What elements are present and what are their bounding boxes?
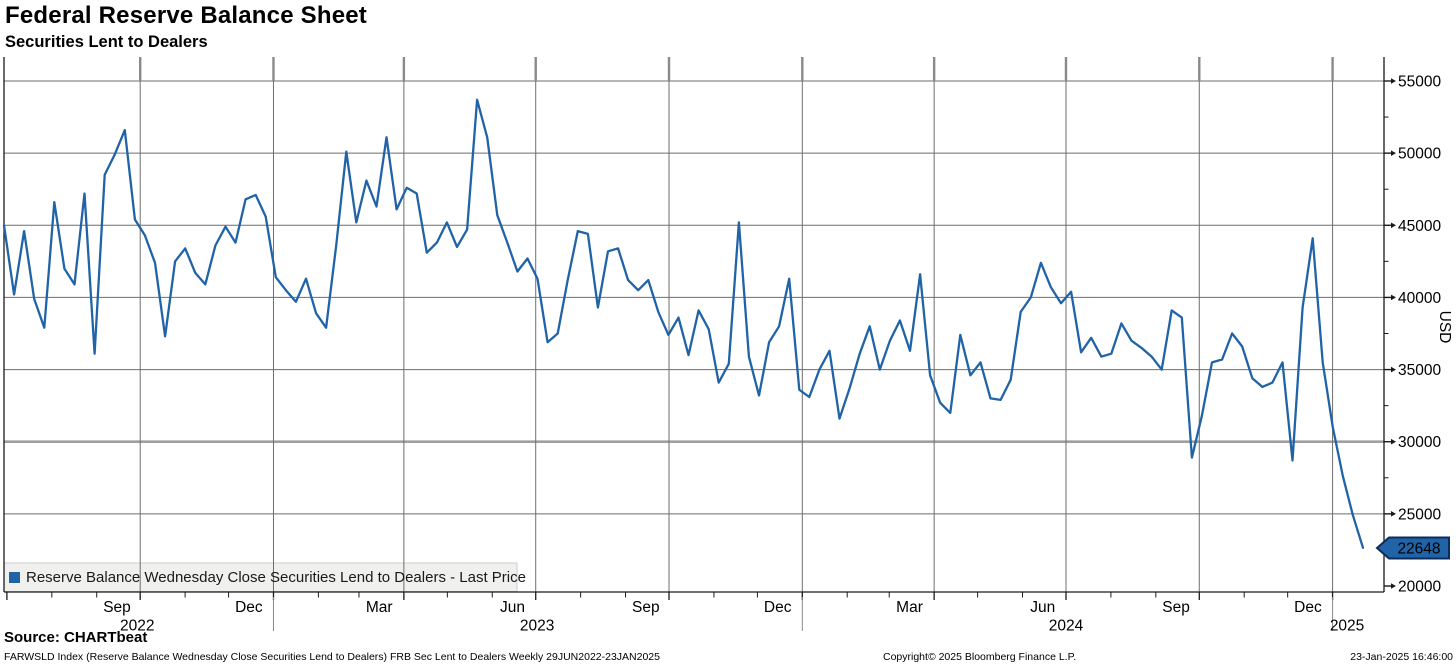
y-axis-tick-label: 40000 — [1398, 290, 1441, 307]
x-axis-month-label: Sep — [103, 599, 131, 616]
page-title: Federal Reserve Balance Sheet — [5, 2, 367, 29]
x-axis-month-label: Mar — [366, 599, 393, 616]
y-axis-tick-arrow — [1391, 438, 1396, 445]
last-price-badge-shape — [1375, 536, 1450, 560]
grid-lines — [4, 57, 1384, 592]
y-axis-tick-label: 30000 — [1398, 434, 1441, 451]
source-text: Source: CHARTbeat — [4, 629, 148, 646]
legend-background-rect — [3, 562, 518, 592]
y-axis-unit-label: USD — [1436, 311, 1453, 344]
index-description-text: FARWSLD Index (Reserve Balance Wednesday… — [4, 651, 660, 663]
last-price-badge: 22648 — [1375, 536, 1450, 560]
x-axis-year-label: 2022 — [120, 618, 154, 635]
y-axis-tick-arrow — [1391, 150, 1396, 156]
x-axis-year-label: 2025 — [1330, 618, 1364, 635]
chart-legend: Reserve Balance Wednesday Close Securiti… — [9, 569, 526, 586]
x-axis-month-label: Mar — [896, 599, 923, 616]
legend-series-marker — [9, 572, 20, 583]
legend-series-label: Reserve Balance Wednesday Close Securiti… — [26, 569, 526, 586]
x-axis-month-label: Sep — [1162, 599, 1190, 616]
x-axis-month-label: Dec — [1294, 599, 1322, 616]
y-axis-tick-arrow — [1391, 294, 1396, 301]
x-axis-year-label: 2024 — [1049, 618, 1084, 635]
x-axis-month-label: Dec — [764, 599, 792, 616]
y-axis-tick-label: 20000 — [1398, 579, 1441, 596]
y-axis-tick-label: 45000 — [1398, 218, 1441, 235]
page-subtitle: Securities Lent to Dealers — [5, 33, 208, 51]
axis-labels: 20000 25000 30000 35000 40000 45000 50000 55000… — [103, 74, 1441, 635]
last-price-badge-value: 22648 — [1397, 541, 1440, 558]
x-axis-month-label: Sep — [632, 599, 660, 616]
x-axis-month-label: Dec — [235, 599, 263, 616]
plot-frame — [3, 57, 1385, 593]
y-axis-tick-label: 50000 — [1398, 146, 1441, 163]
y-axis-tick-arrow — [1391, 78, 1396, 84]
y-axis-tick-arrow — [1391, 366, 1396, 373]
y-axis-tick-label: 35000 — [1398, 362, 1441, 379]
copyright-text: Copyright© 2025 Bloomberg Finance L.P. — [883, 651, 1077, 663]
legend-background — [3, 562, 518, 592]
y-axis-tick-arrow — [1391, 222, 1396, 229]
y-axis-tick-label: 25000 — [1398, 506, 1441, 523]
timestamp-text: 23-Jan-2025 16:46:00 — [1350, 651, 1453, 663]
y-axis-tick-label: 55000 — [1398, 74, 1441, 91]
x-axis-month-label: Jun — [500, 599, 525, 616]
y-axis-tick-arrow — [1391, 583, 1396, 589]
axis-ticks — [6, 78, 1396, 631]
price-line — [2, 98, 1365, 549]
x-axis-month-label: Jun — [1030, 599, 1055, 616]
price-series — [2, 98, 1365, 549]
y-axis-tick-arrow — [1391, 511, 1396, 517]
x-axis-year-label: 2023 — [520, 618, 554, 635]
